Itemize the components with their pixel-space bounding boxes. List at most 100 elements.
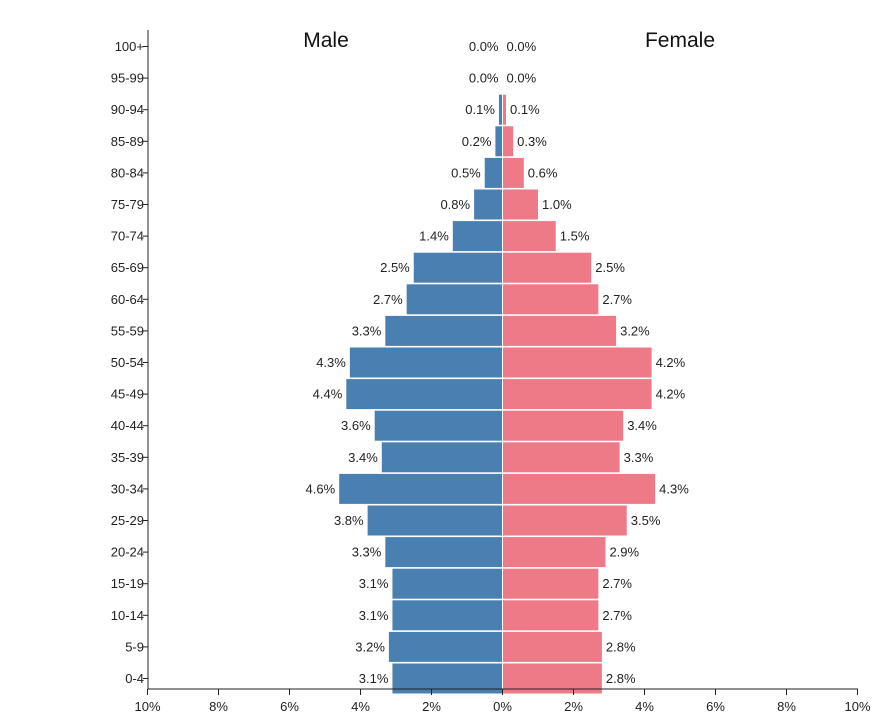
male-bar-40-44 bbox=[374, 410, 503, 441]
male-bar-50-54 bbox=[349, 347, 503, 378]
male-bar-45-49 bbox=[346, 379, 503, 410]
female-value-label-45-49: 4.2% bbox=[656, 387, 686, 402]
male-bar-55-59 bbox=[385, 315, 503, 346]
age-label-85-89: 85-89 bbox=[111, 134, 144, 149]
x-tick-label-4: 2% bbox=[422, 699, 441, 714]
female-value-label-40-44: 3.4% bbox=[627, 418, 657, 433]
female-value-label-85-89: 0.3% bbox=[517, 134, 547, 149]
male-bar-65-69 bbox=[413, 252, 503, 283]
age-label-45-49: 45-49 bbox=[111, 387, 144, 402]
female-header: Female bbox=[645, 29, 715, 52]
female-bar-80-84 bbox=[502, 157, 524, 188]
x-axis: 10% 8% 6% 4% 2% 0% 2% 4% 6% 8% 10% bbox=[134, 688, 871, 714]
x-tick-label-8: 6% bbox=[706, 699, 725, 714]
male-value-label-45-49: 4.4% bbox=[313, 387, 343, 402]
female-value-label-100+: 0.0% bbox=[507, 39, 537, 54]
age-label-25-29: 25-29 bbox=[111, 513, 144, 528]
age-axis: 0-4 5-9 10-14 15-19 20-24 25-29 30-34 35-39 40-4… bbox=[111, 30, 149, 689]
age-label-95-99: 95-99 bbox=[111, 71, 144, 86]
female-value-label-95-99: 0.0% bbox=[507, 71, 537, 86]
age-label-10-14: 10-14 bbox=[111, 608, 144, 623]
age-label-55-59: 55-59 bbox=[111, 323, 144, 338]
female-bar-60-64 bbox=[502, 284, 599, 315]
male-value-label-20-24: 3.3% bbox=[352, 545, 382, 560]
male-bar-60-64 bbox=[406, 284, 503, 315]
male-bar-30-34 bbox=[339, 473, 503, 504]
female-bar-15-19 bbox=[502, 568, 599, 599]
age-label-60-64: 60-64 bbox=[111, 292, 144, 307]
female-value-label-10-14: 2.7% bbox=[602, 608, 632, 623]
age-label-0-4: 0-4 bbox=[125, 671, 144, 686]
female-bar-10-14 bbox=[502, 600, 599, 631]
age-label-40-44: 40-44 bbox=[111, 418, 144, 433]
age-label-70-74: 70-74 bbox=[111, 229, 144, 244]
male-value-label-15-19: 3.1% bbox=[359, 576, 389, 591]
male-value-label-5-9: 3.2% bbox=[355, 639, 385, 654]
age-label-15-19: 15-19 bbox=[111, 576, 144, 591]
age-label-50-54: 50-54 bbox=[111, 355, 144, 370]
male-bar-35-39 bbox=[381, 442, 503, 473]
female-value-label-35-39: 3.3% bbox=[624, 450, 654, 465]
data-labels-layer: 3.1% 2.8% 3.2% 2.8% 3.1% 2.7% 3.1% 2.7% 3.3% 2.9%… bbox=[306, 39, 690, 686]
female-value-label-70-74: 1.5% bbox=[560, 229, 590, 244]
male-value-label-10-14: 3.1% bbox=[359, 608, 389, 623]
female-bar-30-34 bbox=[502, 473, 656, 504]
age-label-20-24: 20-24 bbox=[111, 545, 144, 560]
male-bar-70-74 bbox=[452, 221, 503, 252]
male-value-label-80-84: 0.5% bbox=[451, 165, 481, 180]
female-value-label-80-84: 0.6% bbox=[528, 165, 558, 180]
male-bar-15-19 bbox=[392, 568, 503, 599]
x-tick-label-6: 2% bbox=[564, 699, 583, 714]
male-value-label-100+: 0.0% bbox=[469, 39, 499, 54]
female-value-label-60-64: 2.7% bbox=[602, 292, 632, 307]
x-tick-label-1: 8% bbox=[209, 699, 228, 714]
male-value-label-40-44: 3.6% bbox=[341, 418, 371, 433]
male-value-label-50-54: 4.3% bbox=[316, 355, 346, 370]
female-bar-5-9 bbox=[502, 631, 602, 662]
age-label-90-94: 90-94 bbox=[111, 102, 144, 117]
age-label-80-84: 80-84 bbox=[111, 165, 144, 180]
female-bar-70-74 bbox=[502, 221, 556, 252]
x-tick-label-5: 0% bbox=[493, 699, 512, 714]
female-bar-45-49 bbox=[502, 379, 652, 410]
male-bar-5-9 bbox=[388, 631, 503, 662]
female-value-label-75-79: 1.0% bbox=[542, 197, 572, 212]
female-bar-50-54 bbox=[502, 347, 652, 378]
male-value-label-25-29: 3.8% bbox=[334, 513, 364, 528]
female-value-label-20-24: 2.9% bbox=[609, 545, 639, 560]
male-bar-20-24 bbox=[385, 537, 503, 568]
male-bar-90-94 bbox=[498, 94, 503, 125]
female-value-label-90-94: 0.1% bbox=[510, 102, 540, 117]
male-bar-75-79 bbox=[474, 189, 503, 220]
male-header: Male bbox=[303, 29, 349, 52]
x-tick-label-10: 10% bbox=[844, 699, 870, 714]
x-tick-label-2: 6% bbox=[280, 699, 299, 714]
age-label-5-9: 5-9 bbox=[125, 639, 144, 654]
x-tick-label-0: 10% bbox=[134, 699, 160, 714]
female-value-label-5-9: 2.8% bbox=[606, 639, 636, 654]
female-value-label-50-54: 4.2% bbox=[656, 355, 686, 370]
female-bar-90-94 bbox=[502, 94, 507, 125]
female-value-label-25-29: 3.5% bbox=[631, 513, 661, 528]
male-bar-85-89 bbox=[495, 126, 503, 157]
x-tick-label-9: 8% bbox=[777, 699, 796, 714]
male-bar-25-29 bbox=[367, 505, 503, 536]
male-value-label-95-99: 0.0% bbox=[469, 71, 499, 86]
female-value-label-30-34: 4.3% bbox=[659, 481, 689, 496]
female-value-label-65-69: 2.5% bbox=[595, 260, 625, 275]
male-bar-80-84 bbox=[484, 157, 503, 188]
female-bar-55-59 bbox=[502, 315, 617, 346]
female-bar-35-39 bbox=[502, 442, 620, 473]
female-bar-85-89 bbox=[502, 126, 514, 157]
female-bar-40-44 bbox=[502, 410, 624, 441]
bars-layer bbox=[339, 15, 656, 694]
male-value-label-90-94: 0.1% bbox=[465, 102, 495, 117]
male-value-label-85-89: 0.2% bbox=[462, 134, 492, 149]
x-tick-label-7: 4% bbox=[635, 699, 654, 714]
male-value-label-35-39: 3.4% bbox=[348, 450, 378, 465]
male-value-label-70-74: 1.4% bbox=[419, 229, 449, 244]
female-value-label-15-19: 2.7% bbox=[602, 576, 632, 591]
age-label-35-39: 35-39 bbox=[111, 450, 144, 465]
female-value-label-0-4: 2.8% bbox=[606, 671, 636, 686]
